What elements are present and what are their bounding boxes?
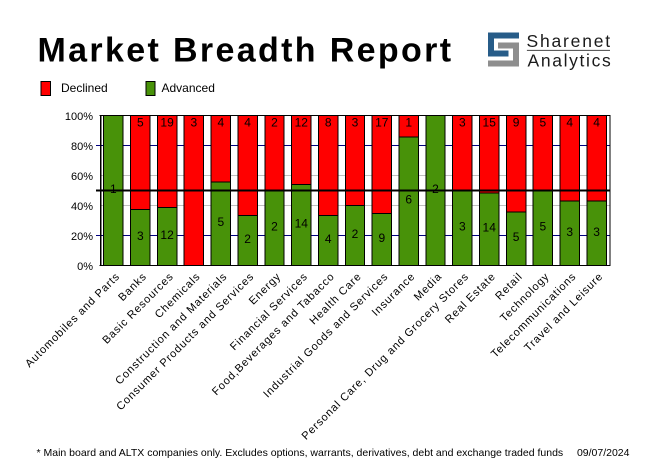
svg-text:2: 2	[271, 219, 278, 233]
svg-text:5: 5	[217, 215, 224, 229]
svg-text:0%: 0%	[77, 261, 93, 273]
svg-text:3: 3	[593, 225, 600, 239]
svg-text:4: 4	[593, 116, 600, 130]
svg-text:2: 2	[352, 227, 359, 241]
svg-text:60%: 60%	[71, 171, 93, 183]
svg-text:14: 14	[295, 217, 309, 231]
svg-text:9: 9	[378, 231, 385, 245]
svg-text:Sharenet: Sharenet	[527, 31, 612, 51]
svg-text:100%: 100%	[65, 111, 93, 123]
svg-text:80%: 80%	[71, 141, 93, 153]
svg-text:5: 5	[540, 116, 547, 130]
svg-text:2: 2	[271, 116, 278, 130]
svg-text:1: 1	[110, 182, 117, 196]
svg-text:* Main board and ALTX companie: * Main board and ALTX companies only. Ex…	[37, 447, 564, 459]
svg-text:8: 8	[325, 116, 332, 130]
svg-text:2: 2	[244, 232, 251, 246]
svg-text:19: 19	[160, 116, 174, 130]
svg-text:12: 12	[295, 116, 309, 130]
svg-text:3: 3	[137, 229, 144, 243]
svg-text:15: 15	[483, 116, 497, 130]
svg-text:17: 17	[375, 116, 389, 130]
svg-text:Declined: Declined	[61, 81, 108, 95]
svg-text:1: 1	[405, 116, 412, 130]
svg-text:3: 3	[191, 116, 198, 130]
svg-text:4: 4	[244, 116, 251, 130]
svg-text:09/07/2024: 09/07/2024	[577, 447, 630, 459]
svg-text:14: 14	[483, 221, 497, 235]
svg-text:3: 3	[566, 225, 573, 239]
svg-text:3: 3	[352, 116, 359, 130]
svg-text:12: 12	[160, 228, 174, 242]
svg-text:Advanced: Advanced	[162, 81, 215, 95]
svg-text:5: 5	[540, 219, 547, 233]
svg-text:Analytics: Analytics	[528, 51, 613, 71]
svg-text:3: 3	[459, 219, 466, 233]
svg-text:6: 6	[405, 193, 412, 207]
svg-text:40%: 40%	[71, 201, 93, 213]
svg-text:4: 4	[325, 232, 332, 246]
svg-text:4: 4	[566, 116, 573, 130]
svg-text:20%: 20%	[71, 231, 93, 243]
svg-text:5: 5	[513, 230, 520, 244]
svg-text:5: 5	[137, 116, 144, 130]
svg-text:9: 9	[513, 116, 520, 130]
svg-text:3: 3	[459, 116, 466, 130]
svg-text:Market Breadth Report: Market Breadth Report	[38, 32, 454, 70]
svg-text:4: 4	[217, 116, 224, 130]
svg-text:2: 2	[432, 182, 439, 196]
